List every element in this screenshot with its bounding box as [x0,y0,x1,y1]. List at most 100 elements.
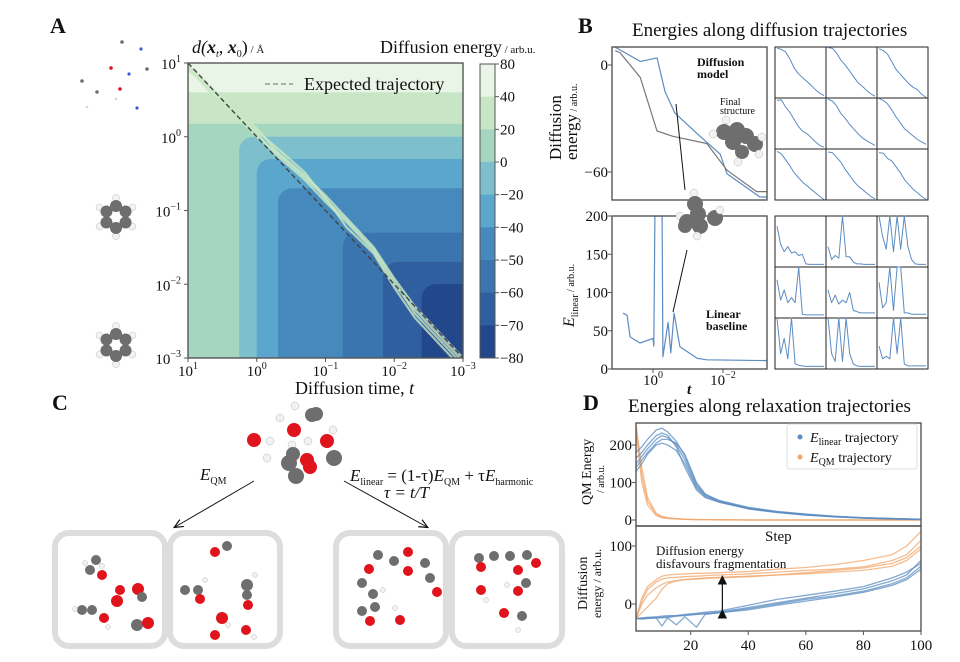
atom [91,555,101,565]
small-multiple-frame [774,148,827,201]
colorbar-band [480,129,495,163]
arrow-to-qm-results [175,480,255,527]
atom [72,606,78,612]
atom [210,547,220,557]
ylabel-x: x [206,37,216,57]
atom [474,553,484,563]
atom [425,573,435,583]
atom [118,87,122,91]
atom [290,401,300,411]
panel-b-xlabel: t [687,382,692,398]
sampled-trajectory [188,63,458,358]
colorbar-tick-label: 40 [500,90,515,106]
atom [87,605,97,615]
panel-d-legend: Elinear trajectory EQM trajectory [786,423,918,470]
linear-trajectory-line [636,562,921,620]
atom [97,570,107,580]
svg-text:Elinear / arb.u.: Elinear / arb.u. [561,264,581,328]
linear-energy-line [776,226,824,265]
atom [120,40,124,44]
diffusion-energy-line [827,98,876,146]
linear-energy-line [776,266,824,316]
legend-linear-trajectory: Elinear trajectory [809,431,898,448]
colorbar-tick-label: −60 [500,286,523,302]
atom [725,134,741,150]
colorbar-tick-label: −20 [500,188,523,204]
x-tick-label: 10−2 [381,361,407,380]
atom [195,594,205,604]
small-multiple-cell [825,148,878,201]
diffusion-energy-line [614,47,767,198]
atom [303,460,317,474]
diffusion-energy-line [878,48,927,98]
y-tick-label: 50 [593,324,608,340]
atom [115,585,125,595]
linear-trajectory-line [636,432,921,521]
colorbar-band [480,260,495,294]
atom [275,413,285,423]
colorbar: 80 40 20 0 −20 −40 −50 −60 −70 −80 [479,57,523,367]
panel-a-molecule-illustrations [80,40,149,368]
panel-d-xlabel: Step [765,529,792,545]
benzene-icon [95,322,137,368]
atom [85,105,89,109]
atom [202,577,208,583]
atom [515,627,521,633]
small-multiple-frame [876,215,929,268]
colorbar-tick-label: −40 [500,220,523,236]
atom [678,219,692,233]
atom [522,550,532,560]
atom [420,558,430,568]
colorbar-band [480,227,495,261]
diffusion-energy-line [827,47,876,97]
atom [105,624,111,630]
atom [241,625,251,635]
linear-trajectory-line [636,568,921,620]
atom [247,433,261,447]
colorbar-tick-label: −50 [500,253,523,269]
atom [109,66,113,70]
ylabel-unit: / Å [248,44,265,56]
small-multiple-cell [825,317,878,370]
atom [287,423,301,437]
atom [241,579,253,591]
small-multiple-cell [825,97,878,150]
atom [373,550,383,560]
y-tick-label: 150 [586,247,609,263]
atom [281,455,297,471]
y-tick-label: 100 [610,539,633,555]
initial-molecule-cluster-icon [247,401,342,484]
small-multiple-cell [876,215,929,268]
x-tick-label: 100 [643,370,663,389]
qm-fragments-1-icon [72,555,154,631]
panel-b-small-multiples-top [774,46,929,201]
y-tick-label: 100 [161,128,181,147]
atom [513,565,523,575]
atom [365,616,375,626]
atom [505,551,515,561]
x-tick-label: 10−1 [313,361,339,380]
colorbar-band [480,194,495,228]
small-multiple-cell [825,215,878,268]
x-tick-label: 10−3 [450,361,476,380]
qm-fragments-2-icon [180,541,258,640]
atom [395,615,405,625]
atom [368,589,378,599]
qm-trajectory-line [636,545,921,619]
atom [692,231,702,241]
small-multiple-frame [825,97,878,150]
sampled-trajectory [188,67,454,358]
ylabel-sub-0: 0 [237,49,242,60]
atom [99,613,109,623]
svg-text:energy / arb.u.: energy / arb.u. [562,84,581,161]
linear-chain-1-icon [357,547,442,626]
atom [119,333,132,346]
atom [370,602,380,612]
colorbar-band [480,162,495,196]
svg-text:QM Energy: QM Energy [580,439,595,505]
panel-b-bottom-ylabel: Elinear / arb.u. [561,264,581,328]
atom [392,605,398,611]
final-structure-molecule-icon [708,115,767,167]
atom [110,328,122,340]
x-tick-label: 100 [247,361,267,380]
